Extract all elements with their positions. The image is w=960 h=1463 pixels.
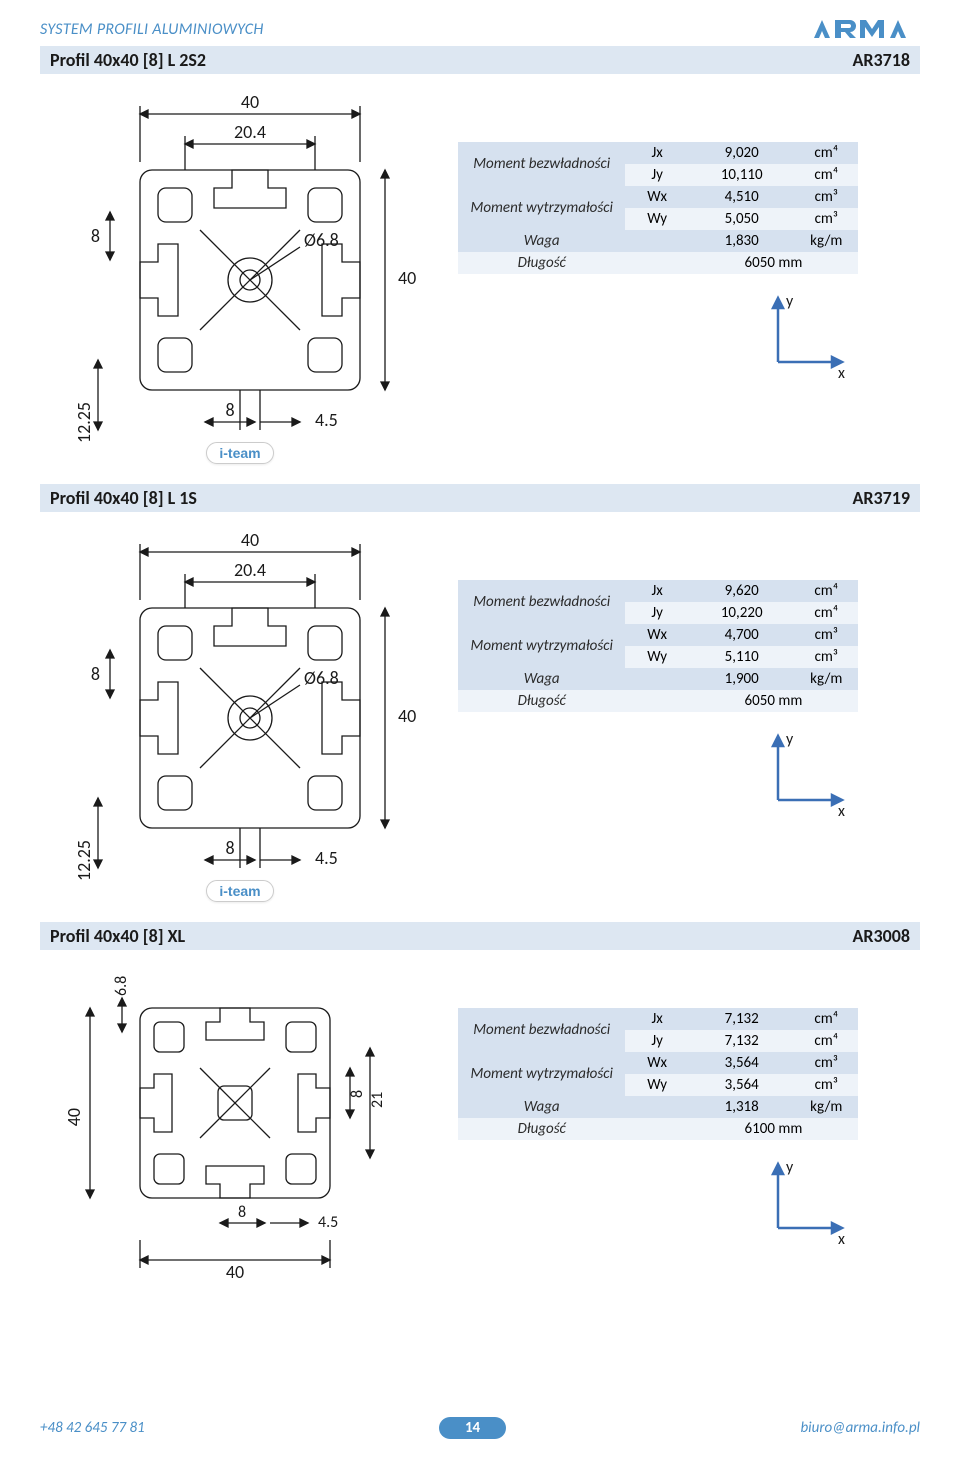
section-header: Profil 40x40 [8] L 1S AR3719	[40, 484, 920, 512]
section-title: Profil 40x40 [8] L 2S2	[50, 49, 206, 71]
section-2: Profil 40x40 [8] L 1S AR3719 40 20.4	[40, 484, 920, 902]
section-3: Profil 40x40 [8] XL AR3008 40 6.8	[40, 922, 920, 1288]
svg-text:20.4: 20.4	[234, 559, 266, 581]
svg-text:y: y	[786, 292, 794, 311]
svg-text:8: 8	[225, 837, 234, 859]
section-code: AR3718	[852, 49, 910, 71]
section-1: Profil 40x40 [8] L 2S2 AR3718 40 20.4	[40, 46, 920, 464]
page-number: 14	[439, 1417, 506, 1439]
iteam-badge: i-team	[206, 880, 273, 902]
footer-phone: +48 42 645 77 81	[40, 1419, 145, 1437]
yx-axis: y x	[758, 730, 920, 825]
svg-text:12.25: 12.25	[73, 402, 95, 442]
footer-email: biuro@arma.info.pl	[800, 1419, 920, 1437]
brand-logo	[810, 18, 920, 40]
section-header: Profil 40x40 [8] L 2S2 AR3718	[40, 46, 920, 74]
svg-text:8: 8	[238, 1203, 246, 1222]
yx-axis: y x	[758, 1158, 920, 1253]
svg-text:x: x	[838, 1230, 845, 1248]
svg-text:x: x	[838, 364, 845, 382]
page-footer: +48 42 645 77 81 14 biuro@arma.info.pl	[40, 1417, 920, 1439]
svg-text:6.8: 6.8	[112, 976, 131, 996]
svg-text:8: 8	[225, 399, 234, 421]
iteam-badge: i-team	[206, 442, 273, 464]
yx-axis: y x	[758, 292, 920, 387]
svg-text:Ø6.8: Ø6.8	[304, 229, 339, 251]
spec-table-2: Moment bezwładnościJx9,620cm⁴ Jy10,220cm…	[458, 580, 858, 712]
tech-drawing-1: 40 20.4	[50, 92, 430, 464]
svg-text:8: 8	[348, 1090, 367, 1098]
section-code: AR3719	[852, 487, 910, 509]
spec-table-1: Moment bezwładnościJx9,020cm⁴ Jy10,110cm…	[458, 142, 858, 274]
svg-text:40: 40	[63, 1108, 85, 1126]
svg-text:y: y	[786, 1158, 794, 1177]
system-title: SYSTEM PROFILI ALUMINIOWYCH	[40, 20, 264, 39]
svg-text:21: 21	[368, 1092, 387, 1108]
svg-text:40: 40	[398, 705, 416, 727]
svg-text:4.5: 4.5	[318, 1213, 338, 1232]
svg-text:8: 8	[91, 663, 100, 685]
svg-text:12.25: 12.25	[73, 840, 95, 880]
svg-text:40: 40	[241, 92, 259, 113]
svg-text:x: x	[838, 802, 845, 820]
svg-text:40: 40	[241, 530, 259, 551]
svg-text:40: 40	[398, 267, 416, 289]
tech-drawing-3: 40 6.8	[50, 968, 430, 1288]
section-title: Profil 40x40 [8] L 1S	[50, 487, 197, 509]
svg-text:Ø6.8: Ø6.8	[304, 667, 339, 689]
svg-text:8: 8	[91, 225, 100, 247]
section-header: Profil 40x40 [8] XL AR3008	[40, 922, 920, 950]
section-code: AR3008	[852, 925, 910, 947]
svg-text:40: 40	[226, 1261, 244, 1283]
tech-drawing-2: 40 20.4	[50, 530, 430, 902]
svg-text:y: y	[786, 730, 794, 749]
svg-text:4.5: 4.5	[315, 409, 338, 431]
spec-table-3: Moment bezwładnościJx7,132cm⁴ Jy7,132cm⁴…	[458, 1008, 858, 1140]
svg-text:4.5: 4.5	[315, 847, 338, 869]
svg-text:20.4: 20.4	[234, 121, 266, 143]
section-title: Profil 40x40 [8] XL	[50, 925, 185, 947]
